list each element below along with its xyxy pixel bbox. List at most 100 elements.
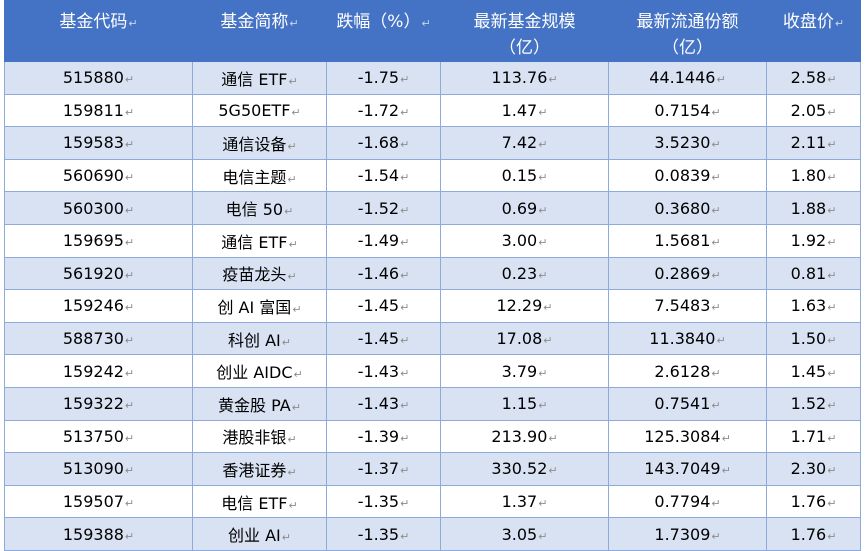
circulating-shares-cell: 0.3680↵: [608, 191, 767, 225]
closing-price-cell: 1.50↵: [766, 321, 861, 356]
cell-text: 5G50ETF: [218, 100, 291, 120]
table-row: 159246↵ 创 AI 富国↵ -1.45↵ 12.29↵ 7.5483↵ 1.63↵: [4, 289, 861, 323]
cell-text: 159695: [62, 231, 124, 251]
closing-price-cell: 1.71↵: [766, 419, 861, 454]
cell-text: 513750: [62, 426, 124, 446]
table-row: 159811↵ 5G50ETF↵ -1.72↵ 1.47↵ 0.7154↵ 2.05↵: [4, 93, 861, 128]
fund-name-cell: 电信 50↵: [192, 191, 327, 225]
fund-size-cell: 0.69↵: [440, 191, 609, 225]
cell-text: 159242: [62, 361, 124, 381]
fund-code-cell: 159388↵: [4, 517, 193, 551]
cell-text: -1.68: [357, 133, 400, 153]
cell-text: 通信 ETF: [221, 232, 288, 252]
closing-price-cell: 1.76↵: [766, 517, 861, 551]
table-row: 513090↵ 香港证券↵ -1.37↵ 330.52↵ 143.7049↵ 2.30↵: [4, 452, 861, 486]
fund-name-cell: 黄金股 PA↵: [192, 386, 327, 421]
decline-cell: -1.43↵: [326, 354, 441, 388]
fund-code-cell: 159583↵: [4, 126, 193, 160]
circulating-shares-cell: 1.5681↵: [608, 223, 767, 258]
cell-text: -1.45: [357, 296, 400, 316]
cell-text: 560300: [62, 198, 124, 218]
fund-name-cell: 5G50ETF↵: [192, 93, 327, 128]
fund-size-cell: 113.76↵: [440, 61, 609, 95]
closing-price-cell: 1.88↵: [766, 191, 861, 225]
table-row: 159695↵ 通信 ETF↵ -1.49↵ 3.00↵ 1.5681↵ 1.92↵: [4, 223, 861, 258]
fund-code-cell: 159507↵: [4, 484, 193, 519]
cell-text: 1.45: [790, 361, 827, 381]
decline-cell: -1.45↵: [326, 321, 441, 356]
cell-text: 电信 50: [225, 200, 284, 220]
decline-cell: -1.37↵: [326, 452, 441, 486]
header-fund-code: 基金代码↵: [4, 0, 193, 62]
fund-size-cell: 1.15↵: [440, 386, 609, 421]
cell-text: 1.71: [790, 426, 827, 446]
decline-cell: -1.46↵: [326, 256, 441, 291]
cell-text: 7.5483: [654, 296, 711, 316]
cell-text: 2.30: [790, 459, 827, 479]
decline-cell: -1.49↵: [326, 223, 441, 258]
cell-text: 1.76: [790, 492, 827, 512]
cell-text: 17.08: [496, 329, 543, 349]
cell-text: 159811: [62, 100, 124, 120]
cell-text: 通信 ETF: [221, 69, 288, 89]
cell-text: 561920: [62, 263, 124, 283]
cell-text: 513090: [62, 459, 124, 479]
cell-text: 588730: [62, 329, 124, 349]
fund-size-cell: 17.08↵: [440, 321, 609, 356]
cell-text: 1.63: [790, 296, 827, 316]
circulating-shares-cell: 125.3084↵: [608, 419, 767, 454]
table-row: 515880↵ 通信 ETF↵ -1.75↵ 113.76↵ 44.1446↵ 2.58↵: [4, 61, 861, 95]
circulating-shares-cell: 0.0839↵: [608, 158, 767, 193]
fund-code-cell: 159811↵: [4, 93, 193, 128]
decline-cell: -1.43↵: [326, 386, 441, 421]
closing-price-cell: 0.81↵: [766, 256, 861, 291]
decline-cell: -1.68↵: [326, 126, 441, 160]
fund-name-cell: 通信 ETF↵: [192, 61, 327, 95]
cell-text: -1.37: [357, 459, 400, 479]
cell-text: 159322: [62, 394, 124, 414]
header-decline: 跌幅（%）↵: [326, 0, 441, 62]
cell-text: 1.76: [790, 524, 827, 544]
circulating-shares-cell: 0.7541↵: [608, 386, 767, 421]
closing-price-cell: 1.92↵: [766, 223, 861, 258]
cell-text: 港股非银: [222, 428, 287, 448]
table-row: 513750↵ 港股非银↵ -1.39↵ 213.90↵ 125.3084↵ 1.71↵: [4, 419, 861, 454]
circulating-shares-cell: 0.7794↵: [608, 484, 767, 519]
circulating-shares-cell: 44.1446↵: [608, 61, 767, 95]
cell-text: 7.42: [501, 133, 538, 153]
fund-name-cell: 疫苗龙头↵: [192, 256, 327, 291]
fund-table: 基金代码↵ 基金简称↵ 跌幅（%）↵ 最新基金规模 （亿） 最新流通份额 （亿）…: [4, 0, 861, 551]
cell-text: 1.15: [501, 394, 538, 414]
fund-size-cell: 0.23↵: [440, 256, 609, 291]
decline-cell: -1.39↵: [326, 419, 441, 454]
cell-text: 创业 AIDC: [216, 363, 293, 383]
table-row: 159388↵ 创业 AI↵ -1.35↵ 3.05↵ 1.7309↵ 1.76↵: [4, 517, 861, 551]
fund-name-cell: 香港证券↵: [192, 452, 327, 486]
closing-price-cell: 2.58↵: [766, 61, 861, 95]
fund-code-cell: 515880↵: [4, 61, 193, 95]
header-fund-name: 基金简称↵: [192, 0, 327, 62]
cell-text: 2.11: [790, 133, 827, 153]
circulating-shares-cell: 3.5230↵: [608, 126, 767, 160]
cell-text: -1.35: [357, 492, 400, 512]
cell-text: 创业 AI: [228, 526, 281, 546]
cell-text: 1.37: [501, 492, 538, 512]
cell-text: 1.7309: [654, 524, 711, 544]
cell-text: 0.23: [501, 263, 538, 283]
cell-text: 0.69: [501, 198, 538, 218]
cell-text: 香港证券: [222, 460, 287, 480]
fund-code-cell: 588730↵: [4, 321, 193, 356]
cell-text: 0.7541: [654, 394, 711, 414]
cell-text: 通信设备: [222, 134, 287, 154]
circulating-shares-cell: 2.6128↵: [608, 354, 767, 388]
cell-text: 159388: [62, 524, 124, 544]
circulating-shares-cell: 143.7049↵: [608, 452, 767, 486]
cell-text: -1.49: [357, 231, 400, 251]
closing-price-cell: 1.52↵: [766, 386, 861, 421]
fund-code-cell: 560690↵: [4, 158, 193, 193]
fund-name-cell: 电信主题↵: [192, 158, 327, 193]
cell-text: 疫苗龙头: [222, 265, 287, 285]
closing-price-cell: 1.80↵: [766, 158, 861, 193]
fund-name-cell: 电信 ETF↵: [192, 484, 327, 519]
closing-price-cell: 2.30↵: [766, 452, 861, 486]
